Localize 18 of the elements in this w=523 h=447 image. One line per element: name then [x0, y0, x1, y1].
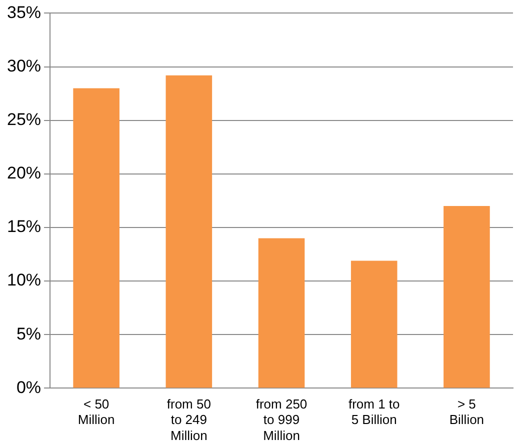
y-tick-label: 15% — [6, 217, 42, 236]
bar — [444, 206, 490, 388]
x-tick-label: < 50 Million — [78, 396, 115, 428]
y-tick-label: 30% — [6, 56, 42, 76]
x-tick-label: from 250 to 999 Million — [256, 396, 308, 443]
x-tick-label: > 5 Billion — [449, 396, 484, 428]
y-tick-label: 5% — [16, 324, 42, 344]
x-tick-label: from 1 to 5 Billion — [348, 396, 400, 428]
bar — [73, 88, 120, 388]
bar — [258, 238, 305, 388]
y-tick-label: 20% — [6, 164, 42, 183]
y-tick-label: 35% — [6, 2, 42, 22]
bar — [166, 75, 212, 388]
bar — [350, 260, 398, 388]
x-tick-label: from 50 to 249 Million — [166, 396, 211, 443]
y-tick-label: 25% — [6, 110, 42, 130]
y-tick-label: 0% — [16, 378, 42, 397]
y-tick-label: 10% — [6, 270, 42, 290]
